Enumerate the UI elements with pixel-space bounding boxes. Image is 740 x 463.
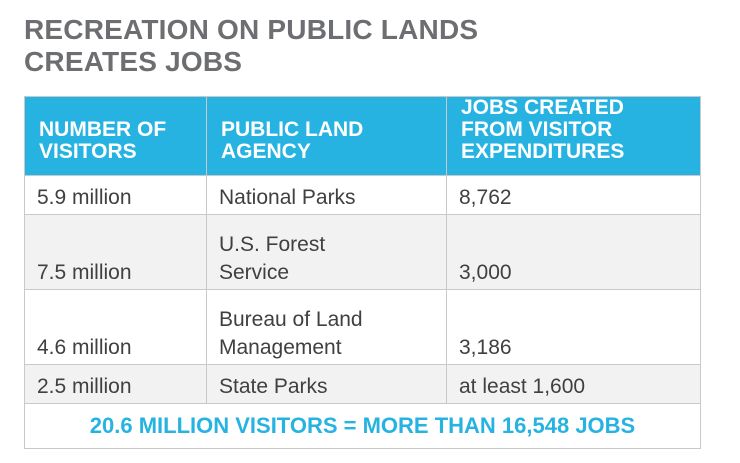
table-row: 5.9 million National Parks 8,762 (24, 175, 701, 215)
cell-agency: Bureau of Land Management (206, 289, 447, 365)
agency-line: State Parks (219, 375, 328, 398)
table-header-row: NUMBER OF VISITORS PUBLIC LAND AGENCY JO… (24, 96, 701, 176)
column-header-line: PUBLIC LAND (221, 118, 364, 141)
agency-line: Service (219, 261, 290, 284)
jobs-table: NUMBER OF VISITORS PUBLIC LAND AGENCY JO… (24, 96, 701, 449)
column-header-agency: PUBLIC LAND AGENCY (206, 96, 447, 176)
agency-line: Bureau of Land (219, 308, 363, 331)
agency-line: Management (219, 336, 342, 359)
cell-visitors: 7.5 million (24, 214, 207, 290)
cell-visitors: 4.6 million (24, 289, 207, 365)
title-line-2: CREATES JOBS (24, 46, 243, 77)
column-header-line: VISITORS (39, 140, 137, 163)
page-title: RECREATION ON PUBLIC LANDS CREATES JOBS (24, 14, 724, 78)
title-line-1: RECREATION ON PUBLIC LANDS (24, 14, 479, 45)
table-row: 2.5 million State Parks at least 1,600 (24, 364, 701, 404)
agency-line: U.S. Forest (219, 233, 326, 256)
cell-jobs: 3,000 (446, 214, 701, 290)
cell-jobs: at least 1,600 (446, 364, 701, 404)
column-header-line: NUMBER OF (39, 118, 167, 141)
cell-visitors: 2.5 million (24, 364, 207, 404)
total-summary: 20.6 MILLION VISITORS = MORE THAN 16,548… (24, 403, 701, 449)
column-header-jobs: JOBS CREATED FROM VISITOR EXPENDITURES (446, 96, 701, 176)
table-row: 4.6 million Bureau of Land Management 3,… (24, 289, 701, 365)
total-row: 20.6 MILLION VISITORS = MORE THAN 16,548… (24, 403, 701, 449)
agency-line: National Parks (219, 186, 356, 209)
column-header-line: JOBS CREATED (461, 96, 624, 119)
cell-jobs: 3,186 (446, 289, 701, 365)
cell-agency: National Parks (206, 175, 447, 215)
column-header-line: EXPENDITURES (461, 140, 625, 163)
cell-agency: State Parks (206, 364, 447, 404)
cell-visitors: 5.9 million (24, 175, 207, 215)
table-row: 7.5 million U.S. Forest Service 3,000 (24, 214, 701, 290)
column-header-line: FROM VISITOR (461, 118, 613, 141)
cell-jobs: 8,762 (446, 175, 701, 215)
cell-agency: U.S. Forest Service (206, 214, 447, 290)
column-header-visitors: NUMBER OF VISITORS (24, 96, 207, 176)
column-header-line: AGENCY (221, 140, 311, 163)
